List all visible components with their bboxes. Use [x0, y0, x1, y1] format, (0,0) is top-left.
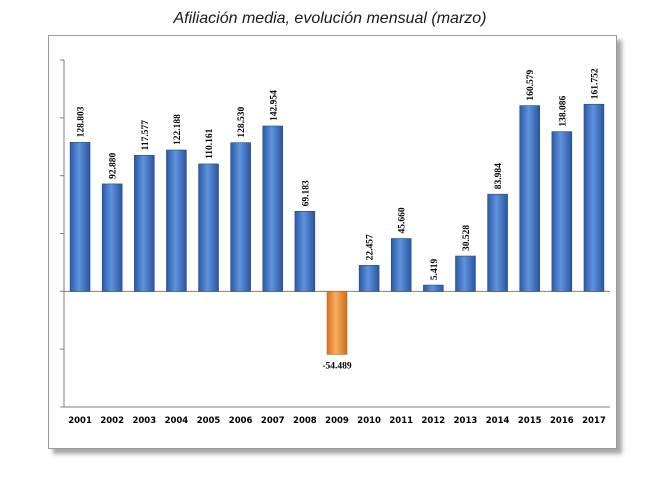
x-tick-label-2007: 2007 — [261, 416, 285, 426]
x-tick-labels: 2001 2002 2003 2004 2005 2006 2007 2008 2009 2010… — [68, 416, 606, 426]
bar-2005 — [198, 163, 219, 292]
data-label-2001: 128.803 — [77, 106, 87, 137]
axes — [60, 59, 610, 408]
data-label-2010: 22.457 — [366, 234, 376, 260]
data-label-2006: 128.530 — [237, 107, 247, 138]
data-label-2014: 83.984 — [494, 163, 504, 189]
data-label-2009: -54.489 — [322, 361, 352, 371]
bar-2016 — [551, 131, 573, 292]
x-tick-label-2017: 2017 — [582, 416, 606, 426]
data-label-2002: 92.880 — [109, 153, 119, 179]
x-tick-label-2014: 2014 — [486, 416, 510, 426]
data-labels: 128.803 92.880 117.577 122.188 110.161 128.53… — [77, 68, 601, 371]
data-label-2015: 160.579 — [526, 69, 536, 100]
x-tick-label-2002: 2002 — [100, 416, 124, 426]
bar-2011 — [390, 238, 412, 292]
x-tick-label-2010: 2010 — [357, 416, 381, 426]
data-label-2011: 45.660 — [398, 207, 408, 233]
x-tick-label-2004: 2004 — [165, 416, 189, 426]
data-label-2016: 138.086 — [558, 95, 568, 126]
data-label-2008: 69.183 — [301, 180, 311, 206]
bar-2015 — [519, 105, 540, 292]
bar-2004 — [166, 149, 187, 292]
x-tick-label-2008: 2008 — [293, 416, 317, 426]
x-tick-label-2016: 2016 — [550, 416, 574, 426]
bar-2007 — [262, 125, 284, 292]
x-tick-label-2011: 2011 — [389, 416, 413, 426]
bar-2013 — [455, 255, 476, 292]
data-label-2007: 142.954 — [269, 90, 279, 121]
x-tick-label-2009: 2009 — [325, 416, 349, 426]
data-label-2017: 161.752 — [590, 68, 600, 99]
x-tick-label-2012: 2012 — [422, 416, 446, 426]
bar-2008 — [294, 211, 316, 292]
x-tick-label-2015: 2015 — [518, 416, 542, 426]
data-label-2003: 117.577 — [141, 120, 151, 151]
bar-2009 — [326, 291, 348, 355]
bar-2006 — [230, 142, 251, 292]
x-tick-label-2001: 2001 — [68, 416, 92, 426]
bar-2017 — [583, 103, 605, 292]
bars — [69, 103, 605, 355]
bar-2014 — [487, 193, 508, 292]
x-tick-label-2013: 2013 — [454, 416, 478, 426]
data-label-2013: 30.528 — [462, 225, 472, 251]
bar-2003 — [134, 155, 155, 292]
bar-2002 — [101, 183, 123, 292]
data-label-2012: 5.419 — [430, 258, 440, 280]
bar-2001 — [69, 142, 91, 292]
data-label-2004: 122.188 — [173, 114, 183, 145]
x-tick-label-2005: 2005 — [197, 416, 221, 426]
x-tick-label-2003: 2003 — [132, 416, 156, 426]
x-tick-label-2006: 2006 — [229, 416, 253, 426]
bar-2010 — [358, 265, 380, 292]
chart-title: Afiliación media, evolución mensual (mar… — [173, 10, 487, 27]
bar-2012 — [423, 284, 444, 292]
data-label-2005: 110.161 — [205, 128, 215, 159]
